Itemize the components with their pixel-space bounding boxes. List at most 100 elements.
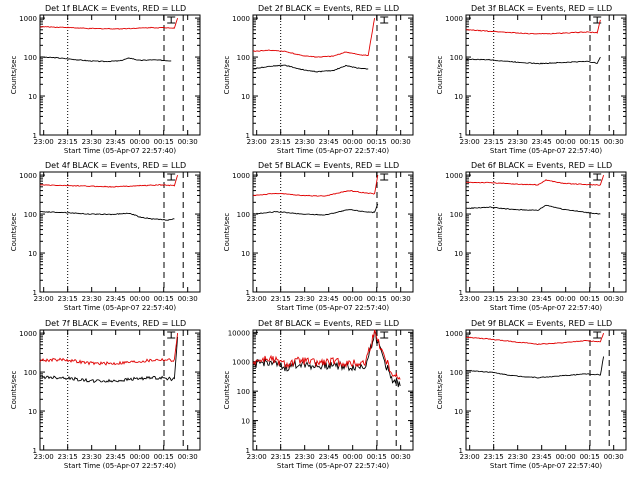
- x-tick-label: 23:00: [460, 138, 480, 146]
- x-axis-label: Start Time (05-Apr-07 22:57:40): [277, 147, 389, 155]
- plot-frame: [39, 14, 201, 136]
- y-tick-label: 1000: [445, 15, 463, 23]
- x-tick-label: 23:45: [532, 453, 552, 461]
- x-axis-label: Start Time (05-Apr-07 22:57:40): [64, 147, 176, 155]
- y-tick-label: 1: [459, 447, 463, 455]
- y-tick-label: 1000: [232, 15, 250, 23]
- x-tick-label: 23:30: [508, 138, 528, 146]
- y-axis-label: Counts/sec: [436, 213, 444, 252]
- y-tick-label: 100: [24, 54, 37, 62]
- y-axis-label: Counts/sec: [10, 371, 18, 410]
- y-tick-label: 10: [28, 408, 37, 416]
- series-line-lld: [252, 18, 376, 58]
- plot-frame: [465, 329, 627, 451]
- interval-bracket-marker: [167, 16, 176, 24]
- panel-det-4f: Det 4f BLACK = Events, RED = LLD 1 10 100 10…: [10, 161, 201, 312]
- x-tick-label: 00:30: [178, 138, 198, 146]
- y-tick-label: 1: [459, 132, 463, 140]
- y-tick-label: 10: [28, 250, 37, 258]
- series-line-events: [465, 204, 601, 215]
- x-tick-label: 00:00: [556, 138, 576, 146]
- series-line-lld: [465, 332, 605, 345]
- x-tick-label: 23:00: [34, 453, 54, 461]
- x-tick-label: 00:15: [367, 138, 387, 146]
- series-line-lld: [252, 329, 401, 380]
- series-line-lld: [252, 175, 379, 197]
- series-line-events: [465, 56, 601, 65]
- y-tick-label: 1000: [19, 15, 37, 23]
- x-tick-label: 23:45: [319, 138, 339, 146]
- x-tick-label: 23:15: [484, 138, 504, 146]
- x-tick-label: 00:00: [343, 453, 363, 461]
- x-tick-label: 23:45: [319, 453, 339, 461]
- panel-title: Det 5f BLACK = Events, RED = LLD: [258, 161, 399, 170]
- panel-det-5f: Det 5f BLACK = Events, RED = LLD 1 10 100 10…: [223, 161, 414, 312]
- x-axis-label: Start Time (05-Apr-07 22:57:40): [490, 147, 602, 155]
- y-tick-label: 10: [241, 93, 250, 101]
- plot-frame: [39, 171, 201, 293]
- x-tick-label: 00:00: [343, 295, 363, 303]
- y-tick-label: 1000: [232, 172, 250, 180]
- x-tick-label: 23:15: [484, 453, 504, 461]
- x-tick-label: 23:00: [247, 138, 267, 146]
- interval-bracket-marker: [380, 331, 389, 339]
- x-tick-label: 00:00: [130, 295, 150, 303]
- panel-det-3f: Det 3f BLACK = Events, RED = LLD 1 10 100 10…: [436, 4, 627, 155]
- x-tick-label: 00:30: [178, 453, 198, 461]
- x-tick-label: 23:15: [271, 453, 291, 461]
- x-tick-label: 00:30: [604, 295, 624, 303]
- x-tick-label: 23:15: [58, 453, 78, 461]
- x-tick-label: 00:15: [367, 453, 387, 461]
- y-tick-label: 10: [454, 250, 463, 258]
- series-line-events: [465, 356, 605, 379]
- y-tick-label: 1: [33, 132, 37, 140]
- y-tick-label: 10: [454, 93, 463, 101]
- x-tick-label: 23:00: [460, 453, 480, 461]
- x-tick-label: 23:00: [247, 453, 267, 461]
- x-tick-label: 23:30: [295, 138, 315, 146]
- x-axis-label: Start Time (05-Apr-07 22:57:40): [64, 462, 176, 470]
- x-axis-label: Start Time (05-Apr-07 22:57:40): [277, 304, 389, 312]
- x-tick-label: 23:30: [508, 295, 528, 303]
- y-tick-label: 1: [459, 289, 463, 297]
- y-tick-label: 10: [241, 250, 250, 258]
- x-tick-label: 00:00: [556, 453, 576, 461]
- x-tick-label: 00:30: [604, 453, 624, 461]
- y-tick-label: 100: [450, 54, 463, 62]
- panel-title: Det 2f BLACK = Events, RED = LLD: [258, 4, 399, 13]
- panel-title: Det 8f BLACK = Events, RED = LLD: [258, 319, 399, 328]
- panel-title: Det 4f BLACK = Events, RED = LLD: [45, 161, 186, 170]
- y-axis-label: Counts/sec: [10, 56, 18, 95]
- series-line-events: [39, 210, 175, 221]
- x-tick-label: 23:30: [82, 138, 102, 146]
- x-tick-label: 23:45: [532, 138, 552, 146]
- y-tick-label: 100: [450, 369, 463, 377]
- series-line-events: [39, 336, 179, 384]
- x-tick-label: 00:15: [580, 138, 600, 146]
- x-tick-label: 23:45: [532, 295, 552, 303]
- y-tick-label: 100: [237, 211, 250, 219]
- series-line-lld: [465, 19, 601, 35]
- y-tick-label: 10: [241, 418, 250, 426]
- x-tick-label: 23:00: [247, 295, 267, 303]
- panel-title: Det 7f BLACK = Events, RED = LLD: [45, 319, 186, 328]
- x-tick-label: 23:15: [484, 295, 504, 303]
- y-tick-label: 1000: [19, 172, 37, 180]
- x-tick-label: 23:00: [34, 138, 54, 146]
- plot-frame: [465, 171, 627, 293]
- x-tick-label: 23:15: [58, 295, 78, 303]
- x-tick-label: 00:00: [343, 138, 363, 146]
- y-tick-label: 100: [237, 54, 250, 62]
- x-tick-label: 00:00: [556, 295, 576, 303]
- series-line-lld: [465, 174, 605, 186]
- panel-det-9f: Det 9f BLACK = Events, RED = LLD 1 10 100 10…: [436, 319, 627, 470]
- y-axis-label: Counts/sec: [223, 56, 231, 95]
- plot-frame: [465, 14, 627, 136]
- plot-frame: [252, 14, 414, 136]
- x-tick-label: 23:45: [319, 295, 339, 303]
- y-tick-label: 1000: [19, 330, 37, 338]
- interval-bracket-marker: [593, 173, 602, 181]
- x-axis-label: Start Time (05-Apr-07 22:57:40): [277, 462, 389, 470]
- y-axis-label: Counts/sec: [223, 371, 231, 410]
- x-tick-label: 00:15: [154, 138, 174, 146]
